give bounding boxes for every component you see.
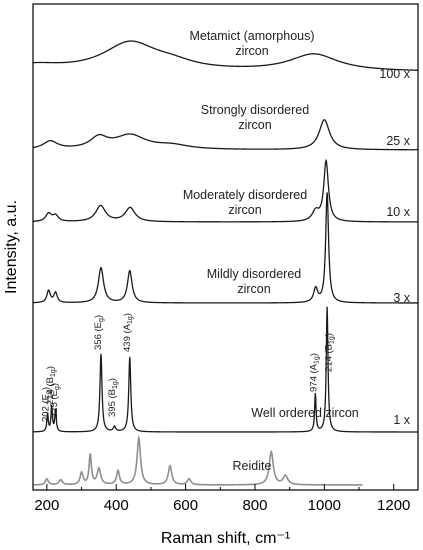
peak-annotation: 225 (Eg) [49,383,61,418]
y-axis-label: Intensity, a.u. [3,200,20,294]
spectrum-line [32,119,418,151]
x-axis: 200 400 600 800 1000 1200 [34,484,410,514]
peak-annotation: 214 (B1g) [45,366,57,405]
spectrum-label: Strongly disordered [201,103,309,117]
x-tick-label: 800 [242,497,267,514]
spectrum-label: zircon [238,118,271,132]
plot-frame [32,3,419,491]
scale-factor-label: 1 x [393,413,410,427]
scale-factor-labels: 100 x 25 x 10 x 3 x 1 x [379,67,410,427]
peak-annotation: 356 (Eg) [93,315,105,350]
peak-annotations: 202 (Eg)214 (B1g)225 (Eg)356 (Eg)395 (B1… [41,313,336,422]
spectrum-line [32,192,419,304]
scale-factor-label: 10 x [386,205,410,219]
spectrum-label: Mildly disordered [207,267,302,281]
spectrum-label: zircon [237,282,270,296]
spectrum-line [32,40,419,71]
spectrum-label: Metamict (amorphous) [189,29,314,43]
peak-annotation: 974 (A1g) [309,353,321,392]
x-tick-label: 1000 [308,497,341,514]
x-tick-label: 200 [34,497,59,514]
spectrum-label: Well ordered zircon [251,406,359,420]
scale-factor-label: 25 x [386,134,410,148]
peak-annotation: 395 (B1g) [107,378,119,417]
spectrum-label: Reidite [233,459,272,473]
x-tick-label: 400 [104,497,129,514]
scale-factor-label: 3 x [393,291,410,305]
spectra-curves [32,40,419,486]
x-tick-label: 1200 [377,497,410,514]
peak-annotation: 439 (A1g) [122,313,134,352]
x-tick-label: 600 [173,497,198,514]
peak-annotation: 214 (B1g) [323,333,335,372]
x-axis-label: Raman shift, cm⁻¹ [161,530,290,547]
spectrum-label: zircon [235,44,268,58]
spectrum-line [32,434,363,486]
spectrum-line [32,158,418,223]
spectrum-label: Moderately disordered [183,188,307,202]
spectrum-label: zircon [228,203,261,217]
peak-annotation: 202 (Eg) [41,387,53,422]
spectrum-line [32,306,418,433]
scale-factor-label: 100 x [379,67,410,81]
